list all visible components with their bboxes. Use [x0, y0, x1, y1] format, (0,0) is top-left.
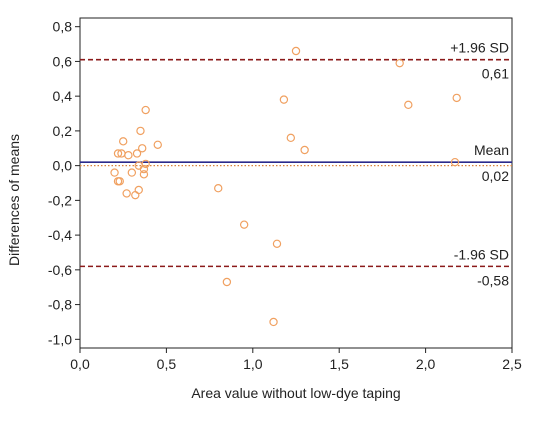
y-tick-label: -1,0: [48, 331, 72, 347]
data-point: [138, 144, 147, 153]
y-tick-label: -0,8: [48, 297, 72, 313]
plot-frame: [79, 17, 513, 349]
x-tick-label: 2,5: [502, 356, 522, 372]
x-axis-label: Area value without low-dye taping: [191, 385, 400, 401]
x-tick-label: 0,0: [70, 356, 90, 372]
data-point: [136, 126, 145, 136]
reference-lines-layer: +1.96 SD 0,61 Mean 0,02 -1.96 SD -0,58: [80, 40, 512, 288]
x-tick-label: 0,5: [157, 356, 177, 372]
y-tick-label: -0,6: [48, 262, 72, 278]
data-point: [300, 145, 309, 155]
y-tick-label: 0,2: [53, 123, 73, 139]
data-point: [404, 100, 413, 110]
y-tick-label: 0,8: [53, 19, 73, 35]
y-axis: -1,0 -0,8 -0,6 -0,4 -0,2 0,0 0,2 0,4 0,6 0,8: [48, 19, 80, 347]
mean-label: Mean: [474, 142, 509, 158]
data-point: [139, 170, 149, 179]
data-point: [141, 105, 150, 115]
data-point: [272, 239, 282, 248]
data-point: [395, 58, 404, 68]
y-axis-label: Differences of means: [6, 134, 22, 266]
y-tick-label: 0,0: [53, 158, 73, 174]
data-point: [269, 317, 278, 327]
x-axis: 0,0 0,5 1,0 1,5 2,0 2,5: [70, 348, 522, 372]
data-point: [110, 168, 119, 177]
data-point: [132, 149, 142, 158]
lower-loa-label: -1.96 SD: [454, 246, 509, 262]
data-point: [124, 151, 133, 160]
x-tick-label: 1,0: [243, 356, 263, 372]
mean-value-label: 0,02: [482, 168, 509, 184]
data-point: [291, 46, 301, 56]
data-points-layer: [110, 46, 461, 327]
data-point: [279, 95, 289, 104]
lower-loa-value-label: -0,58: [477, 272, 509, 288]
data-point: [450, 157, 460, 167]
data-point: [113, 149, 123, 158]
data-point: [115, 177, 124, 186]
y-tick-label: 0,4: [53, 88, 73, 104]
data-point: [222, 277, 232, 287]
data-point: [141, 159, 150, 169]
y-tick-label: -0,4: [48, 227, 72, 243]
upper-loa-label: +1.96 SD: [450, 40, 509, 56]
data-point: [118, 137, 128, 146]
x-tick-label: 2,0: [416, 356, 436, 372]
data-point: [153, 140, 162, 149]
data-point: [134, 185, 143, 195]
data-point: [452, 93, 461, 103]
y-tick-label: -0,2: [48, 192, 72, 208]
data-point: [131, 190, 140, 200]
data-point: [286, 133, 296, 143]
upper-loa-value-label: 0,61: [482, 66, 509, 82]
data-point: [139, 164, 149, 174]
data-point: [122, 189, 131, 198]
data-point: [127, 168, 137, 177]
data-point: [214, 184, 223, 193]
data-point: [239, 220, 249, 229]
y-tick-label: 0,6: [53, 53, 73, 69]
x-tick-label: 1,5: [329, 356, 349, 372]
